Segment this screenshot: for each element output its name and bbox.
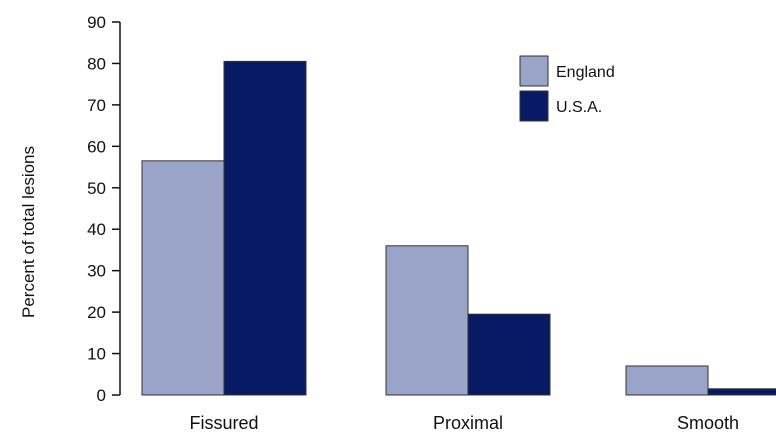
y-tick-label-70: 70: [87, 96, 106, 115]
bar-proximal-england: [385, 245, 469, 396]
category-label-proximal: Proximal: [433, 413, 503, 433]
y-axis-title: Percent of total lesions: [19, 146, 38, 318]
y-tick-label-20: 20: [87, 303, 106, 322]
category-label-smooth: Smooth: [677, 413, 739, 433]
legend-swatch-usa: [519, 90, 549, 122]
bars: [141, 60, 776, 396]
legend-swatch-england: [519, 55, 549, 87]
y-tick-label-90: 90: [87, 13, 106, 32]
category-label-fissured: Fissured: [189, 413, 258, 433]
category-labels: Fissured Proximal Smooth: [189, 413, 739, 433]
legend: England U.S.A.: [519, 55, 615, 122]
y-tick-label-80: 80: [87, 54, 106, 73]
y-axis-ticks: 0 10 20 30 40 50 60 70 80 90: [87, 13, 120, 405]
bar-fissured-england: [141, 160, 225, 396]
legend-label-usa: U.S.A.: [556, 99, 602, 116]
y-tick-label-40: 40: [87, 220, 106, 239]
y-tick-label-60: 60: [87, 137, 106, 156]
legend-label-england: England: [556, 64, 615, 81]
bar-smooth-england: [625, 365, 709, 396]
y-tick-label-10: 10: [87, 345, 106, 364]
bar-smooth-usa: [707, 388, 776, 396]
bar-fissured-usa: [223, 60, 307, 396]
y-tick-label-50: 50: [87, 179, 106, 198]
y-tick-label-0: 0: [97, 386, 106, 405]
bar-proximal-usa: [467, 313, 551, 396]
y-tick-label-30: 30: [87, 262, 106, 281]
